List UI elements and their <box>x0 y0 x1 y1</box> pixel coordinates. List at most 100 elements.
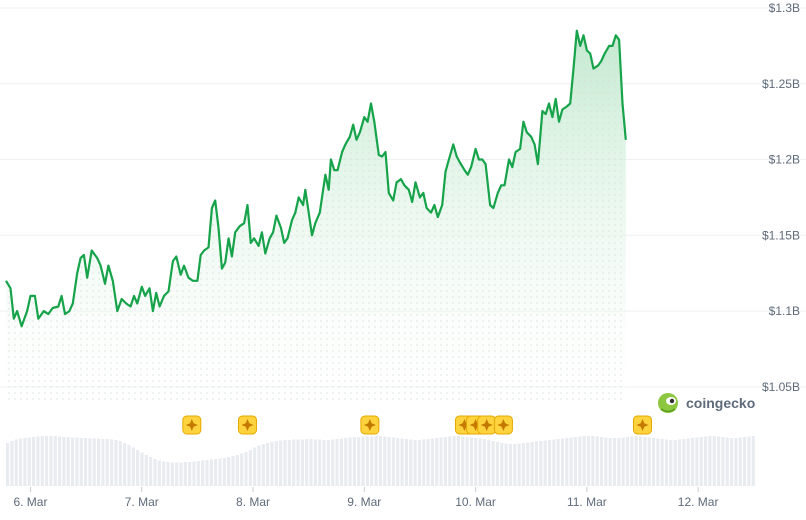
volume-bar <box>552 439 556 486</box>
volume-bar <box>370 436 374 486</box>
volume-bar <box>322 440 326 486</box>
volume-bar <box>75 437 79 486</box>
volume-bar <box>595 436 599 486</box>
volume-bar <box>257 445 261 486</box>
price-line <box>5 29 627 328</box>
x-axis-ticks: 6. Mar 7. Mar 8. Mar 9. Mar 10. Mar 11. Mar 12… <box>13 487 718 509</box>
volume-bar <box>296 439 300 486</box>
volume-bar <box>430 438 434 486</box>
sparkle-icon[interactable] <box>632 415 652 435</box>
brand-name: coingecko <box>686 395 755 411</box>
volume-bar <box>235 455 239 486</box>
volume-bar <box>32 437 36 486</box>
volume-bar <box>699 437 703 486</box>
volume-bar <box>357 437 361 486</box>
volume-bar <box>153 459 157 486</box>
volume-bar <box>19 438 23 486</box>
volume-bar <box>690 438 695 486</box>
volume-bar <box>612 438 617 486</box>
sparkle-icon[interactable] <box>477 415 497 435</box>
volume-bar <box>162 461 166 486</box>
volume-bar <box>656 438 660 486</box>
volume-bar <box>326 440 330 486</box>
volume-bar <box>521 443 526 486</box>
volume-bar <box>118 441 122 486</box>
x-tick-label: 11. Mar <box>567 495 607 509</box>
volume-bar <box>71 437 75 486</box>
volume-bar <box>461 436 465 486</box>
volume-bar <box>331 439 335 486</box>
volume-bar <box>409 439 413 486</box>
volume-bar <box>123 443 127 486</box>
y-axis-ticks: $1.3B $1.25B $1.2B $1.15B $1.1B $1.05B <box>762 1 800 394</box>
volume-bar <box>188 462 192 486</box>
volume-bar <box>530 442 534 486</box>
volume-bar <box>721 437 725 486</box>
volume-bar <box>443 437 447 486</box>
volume-bar <box>591 436 595 486</box>
volume-bar <box>660 439 664 486</box>
volume-bar <box>703 436 708 486</box>
sparkle-icon[interactable] <box>360 415 380 435</box>
volume-bar <box>573 437 578 486</box>
volume-bar <box>157 460 161 486</box>
volume-bar <box>729 438 734 486</box>
sparkle-icon[interactable] <box>237 415 257 435</box>
volume-bar <box>383 436 387 486</box>
volume-bar <box>45 436 49 486</box>
volume-bar <box>452 436 456 486</box>
volume-bar <box>491 441 495 486</box>
volume-bar <box>348 437 352 486</box>
volume-bar <box>417 440 421 486</box>
sparkle-icon[interactable] <box>493 415 513 435</box>
volume-bar <box>318 439 322 486</box>
volume-bar <box>608 438 612 486</box>
y-tick-label: $1.15B <box>762 228 800 242</box>
x-tick-label: 7. Mar <box>125 495 159 509</box>
volume-bar <box>270 442 274 486</box>
volume-bar <box>630 436 634 486</box>
volume-bar <box>218 458 222 486</box>
volume-bar <box>49 436 53 486</box>
volume-bar <box>664 439 669 486</box>
volume-bar <box>292 439 296 486</box>
volume-bar <box>586 436 591 486</box>
volume-bar <box>695 437 699 486</box>
volume-bar <box>175 462 179 486</box>
volume-bar <box>101 439 105 486</box>
y-tick-label: $1.1B <box>769 304 800 318</box>
volume-bar <box>534 441 539 486</box>
volume-bar <box>625 437 630 486</box>
volume-bar <box>205 460 209 486</box>
volume-bar <box>422 439 426 486</box>
volume-bar <box>23 438 27 486</box>
volume-bar <box>582 436 586 486</box>
sparkle-icon[interactable] <box>182 415 202 435</box>
volume-bar <box>638 436 643 486</box>
volume-bar <box>131 447 135 486</box>
volume-bar <box>79 438 83 486</box>
volume-bar <box>725 437 729 486</box>
volume-bar <box>560 438 565 486</box>
volume-bar <box>84 438 88 486</box>
gecko-logo-icon <box>658 393 678 413</box>
volume-bar <box>738 437 742 486</box>
volume-bar <box>465 437 469 486</box>
x-tick-label: 6. Mar <box>13 495 47 509</box>
volume-bar <box>240 453 244 486</box>
volume-bar <box>677 439 682 486</box>
volume-bar <box>231 456 235 486</box>
volume-bar <box>426 439 430 486</box>
series-line <box>5 29 627 328</box>
volume-bar <box>374 436 378 486</box>
y-tick-label: $1.25B <box>762 77 800 91</box>
volume-bar <box>339 438 343 486</box>
volume-bar <box>287 440 291 486</box>
volume-bar <box>10 441 14 486</box>
volume-bar <box>469 437 474 486</box>
volume-bar <box>88 438 92 486</box>
volume-bar <box>62 437 66 486</box>
volume-bar <box>487 440 491 486</box>
volume-bar <box>517 443 521 486</box>
volume-bar <box>539 441 543 486</box>
